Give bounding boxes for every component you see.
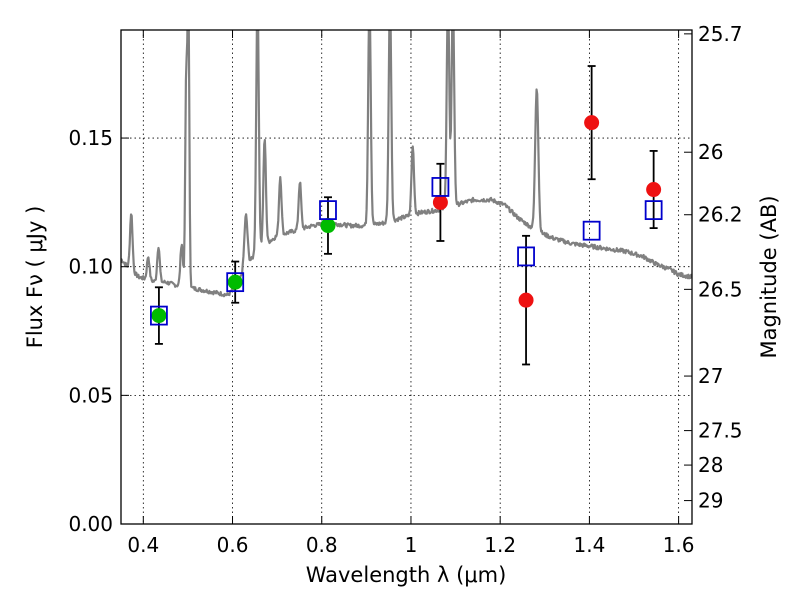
plot-frame [120,29,693,525]
model-square-point [644,200,663,221]
data-point [320,218,336,234]
y-tick-label: 0.05 [68,383,113,407]
model-square-point [431,177,450,197]
x-axis-title: Wavelength λ (μm) [306,563,507,587]
data-point [646,182,662,198]
data-point [518,292,534,308]
spectrum-line [121,30,692,298]
x-tick-label: 0.4 [127,533,159,557]
right-tick-label: 27 [698,364,723,388]
model-square-point [582,220,601,241]
spectrum-layer [121,30,692,298]
data-point [151,308,167,324]
data-point [584,115,600,131]
right-tick-label: 27.5 [698,419,743,443]
right-tick-label: 26.5 [698,277,743,301]
right-tick-label: 26.2 [698,203,743,227]
x-tick-label: 1.2 [484,533,516,557]
right-tick-label: 26 [698,140,723,164]
data-point [227,274,243,290]
y-tick-label: 0.15 [68,126,113,150]
y-axis-title: Flux Fν ( μJy ) [23,206,47,349]
marker-layer [150,115,663,326]
y-tick-label: 0.00 [68,512,113,536]
y-tick-label: 0.10 [68,255,113,279]
right-tick-label: 25.7 [698,22,743,46]
model-square-point [319,200,337,221]
x-tick-label: 0.6 [217,533,249,557]
right-tick-label: 28 [698,453,723,477]
data-point [432,194,448,210]
model-square-point [517,246,535,267]
tick-layer: 0.4 0.6 0.8 1 1.2 1.4 1.6 0.00 0.05 0.10 0.15 25.7 2… [68,22,742,557]
x-tick-label: 1.4 [573,533,605,557]
x-tick-label: 0.8 [306,533,338,557]
right-tick-label: 29 [698,489,723,513]
x-tick-label: 1.6 [663,533,695,557]
model-square-point [150,305,168,326]
y-axis-right-title: Magnitude (AB) [757,195,781,358]
x-tick-label: 1 [405,533,418,557]
model-square-point [226,272,245,293]
